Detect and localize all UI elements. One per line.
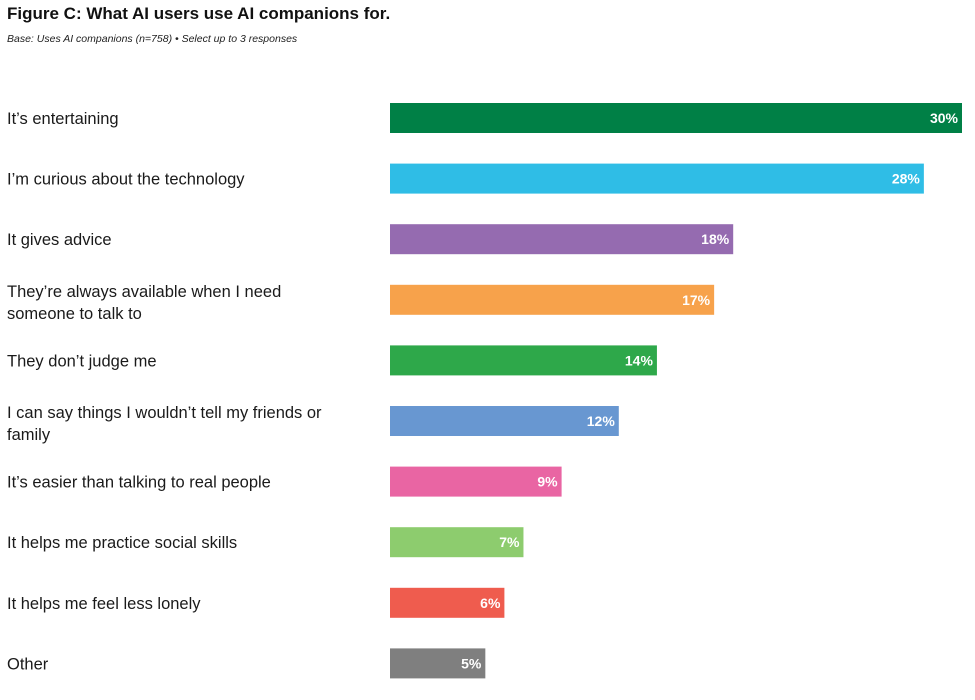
bar [390, 466, 562, 497]
bar [390, 587, 505, 618]
bar-row: It gives advice 18% [7, 224, 734, 255]
chart-title: Figure C: What AI users use AI companion… [7, 4, 391, 23]
value-label: 14% [625, 352, 654, 368]
category-label: I’m curious about the technology [7, 171, 245, 189]
bar-row: They don’t judge me 14% [7, 345, 657, 376]
category-label: It’s easier than talking to real people [7, 474, 271, 492]
category-label: It’s entertaining [7, 110, 119, 128]
category-label-line: It helps me feel less lonely [7, 595, 201, 613]
bar [390, 163, 924, 194]
value-label: 7% [499, 534, 520, 550]
category-label-line: I can say things I wouldn’t tell my frie… [7, 404, 322, 422]
bar-row: It’s easier than talking to real people 9… [7, 466, 562, 497]
category-label-line: It helps me practice social skills [7, 534, 237, 552]
bar-row: It helps me practice social skills 7% [7, 527, 524, 558]
bar [390, 527, 524, 558]
bar [390, 103, 962, 133]
bar [390, 406, 619, 436]
category-label: It helps me feel less lonely [7, 595, 201, 613]
value-label: 12% [587, 413, 616, 429]
category-label: They don’t judge me [7, 352, 157, 370]
value-label: 30% [930, 110, 959, 126]
category-label-line: I’m curious about the technology [7, 171, 245, 189]
category-label: I can say things I wouldn’t tell my frie… [7, 404, 322, 444]
category-label-line: They don’t judge me [7, 352, 157, 370]
value-label: 6% [480, 595, 501, 611]
category-label: Other [7, 655, 49, 673]
category-label-line: someone to talk to [7, 305, 142, 323]
category-label-line: Other [7, 655, 49, 673]
bar [390, 224, 734, 255]
bar [390, 345, 657, 376]
value-label: 5% [461, 655, 482, 671]
bar-row: It helps me feel less lonely 6% [7, 587, 505, 618]
category-label-line: It’s entertaining [7, 110, 119, 128]
chart-subtitle: Base: Uses AI companions (n=758) • Selec… [7, 33, 298, 45]
bar-row: It’s entertaining 30% [7, 103, 962, 133]
bar-row: They’re always available when I need some… [7, 283, 715, 323]
category-label-line: They’re always available when I need [7, 283, 281, 301]
category-label-line: It gives advice [7, 231, 112, 249]
category-label-line: It’s easier than talking to real people [7, 474, 271, 492]
bar [390, 284, 715, 315]
bar [390, 648, 486, 679]
category-label: It gives advice [7, 231, 112, 249]
bar-row: Other 5% [7, 648, 486, 679]
value-label: 18% [701, 231, 730, 247]
category-label: They’re always available when I need some… [7, 283, 281, 323]
bar-row: I can say things I wouldn’t tell my frie… [7, 404, 619, 444]
value-label: 28% [892, 171, 921, 187]
bar-row: I’m curious about the technology 28% [7, 163, 924, 194]
category-label: It helps me practice social skills [7, 534, 237, 552]
value-label: 17% [682, 292, 711, 308]
category-label-line: family [7, 426, 51, 444]
value-label: 9% [537, 474, 558, 490]
